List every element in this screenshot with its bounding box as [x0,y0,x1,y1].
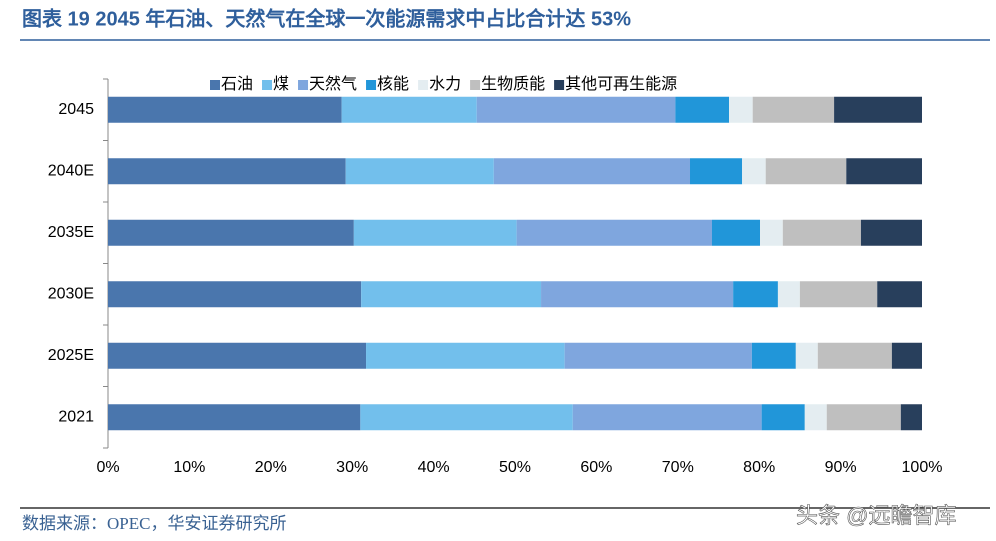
legend-label: 天然气 [309,75,357,93]
bar-segment [826,404,901,431]
legend-swatch [418,80,429,90]
bar-segment [804,404,827,431]
bar-segment [690,158,743,185]
bar-segment [353,219,517,246]
bar-segment [108,96,342,123]
x-tick-label: 80% [743,459,775,476]
y-tick-label: 2030E [48,285,94,302]
bar-segment [900,404,922,431]
bar-segment [366,342,565,369]
bar-segment [799,281,878,308]
bar-segment [108,219,354,246]
y-tick-label: 2045 [58,101,94,118]
bar-segment [891,342,922,369]
x-tick-label: 90% [825,459,857,476]
legend-label: 其他可再生能源 [565,75,677,93]
legend-swatch [298,80,309,90]
x-tick-label: 50% [499,459,531,476]
bar-segment [782,219,861,246]
legend-label: 石油 [221,75,253,93]
x-tick-label: 10% [173,459,205,476]
bar-segment [860,219,922,246]
bar-segment [572,404,762,431]
bar-segment [516,219,712,246]
source-note: 数据来源：OPEC，华安证券研究所 [22,514,286,533]
x-tick-label: 30% [336,459,368,476]
bar-segment [729,96,753,123]
bar-segment [108,281,362,308]
bar-segment [476,96,676,123]
bar-segment [493,158,691,185]
y-tick-label: 2035E [48,224,94,241]
bar-segment [341,96,477,123]
bar-segment [108,158,346,185]
bar-segment [733,281,778,308]
bar-segment [817,342,892,369]
legend-label: 煤 [273,75,289,93]
bar-segment [846,158,922,185]
legend-swatch [554,80,565,90]
bar-segment [345,158,494,185]
bar-segment [711,219,761,246]
bar-segment [361,281,542,308]
bar-segment [795,342,818,369]
y-tick-label: 2021 [58,408,94,425]
legend-label: 生物质能 [481,75,545,93]
y-tick-label: 2040E [48,162,94,179]
bar-segment [752,96,835,123]
chart-title: 图表 19 2045 年石油、天然气在全球一次能源需求中占比合计达 53% [22,6,631,30]
bar-segment [877,281,922,308]
legend-swatch [470,80,481,90]
bar-segment [834,96,922,123]
legend-label: 核能 [377,75,409,93]
bar-segment [760,219,783,246]
bar-segment [564,342,752,369]
legend-swatch [262,80,273,90]
bar-segment [742,158,766,185]
x-tick-label: 60% [580,459,612,476]
legend-swatch [210,80,220,90]
watermark: 头条 @远瞻智库 [796,503,956,528]
bar-segment [541,281,734,308]
x-tick-label: 70% [662,459,694,476]
bar-segment [108,404,361,431]
bar-segment [761,404,805,431]
x-tick-label: 0% [96,459,119,476]
bar-segment [360,404,573,431]
x-tick-label: 100% [902,459,943,476]
bar-segment [108,342,367,369]
x-tick-label: 40% [418,459,450,476]
bar-segment [777,281,800,308]
y-tick-label: 2025E [48,347,94,364]
bar-segment [675,96,730,123]
x-tick-label: 20% [255,459,287,476]
legend-swatch [366,80,377,90]
bar-segment [751,342,796,369]
legend-label: 水力 [429,75,461,93]
bar-segment [765,158,847,185]
